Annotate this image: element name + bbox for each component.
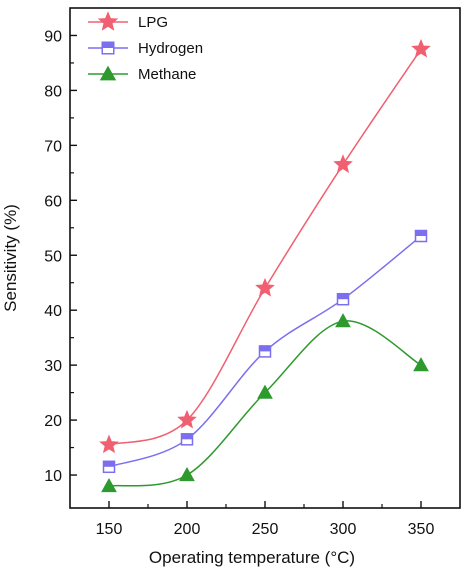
y-tick-label: 60 <box>44 193 62 210</box>
y-tick-label: 40 <box>44 303 62 320</box>
hydrogen-data-point <box>102 460 116 474</box>
x-axis-title: Operating temperature (°C) <box>149 548 355 567</box>
hydrogen-data-point <box>258 345 272 358</box>
methane-data-point <box>101 477 117 493</box>
lpg-data-point <box>411 38 431 58</box>
y-tick-label: 30 <box>44 358 62 375</box>
legend-marker-hydrogen <box>101 41 115 55</box>
lpg-data-point <box>255 277 275 297</box>
y-axis-title: Sensitivity (%) <box>1 204 20 312</box>
methane-data-point <box>257 384 273 399</box>
y-tick-label: 20 <box>44 413 62 430</box>
lpg-data-point <box>333 154 353 173</box>
x-tick-label: 200 <box>174 521 201 538</box>
hydrogen-data-point <box>336 292 350 306</box>
methane-data-point <box>179 467 195 482</box>
x-tick-label: 150 <box>96 521 123 538</box>
x-tick-label: 300 <box>330 521 357 538</box>
lpg-data-point <box>99 434 119 454</box>
y-tick-label: 50 <box>44 248 62 265</box>
y-tick-label: 80 <box>44 83 62 100</box>
x-tick-label: 350 <box>408 521 435 538</box>
plot-frame <box>69 7 461 509</box>
methane-data-point <box>413 357 429 372</box>
legend-marker-lpg <box>97 11 119 31</box>
legend-label-methane: Methane <box>138 66 196 83</box>
lpg-data-point <box>177 409 197 429</box>
legend-marker-methane <box>99 65 117 81</box>
y-tick-label: 70 <box>44 138 62 155</box>
legend-label-hydrogen: Hydrogen <box>138 40 203 57</box>
y-tick-label: 10 <box>44 468 62 485</box>
methane-data-point <box>335 313 351 328</box>
y-tick-label: 90 <box>44 28 62 45</box>
legend-label-lpg: LPG <box>138 14 168 31</box>
x-tick-label: 250 <box>252 521 279 538</box>
hydrogen-data-point <box>180 433 194 446</box>
hydrogen-data-point <box>414 229 428 243</box>
